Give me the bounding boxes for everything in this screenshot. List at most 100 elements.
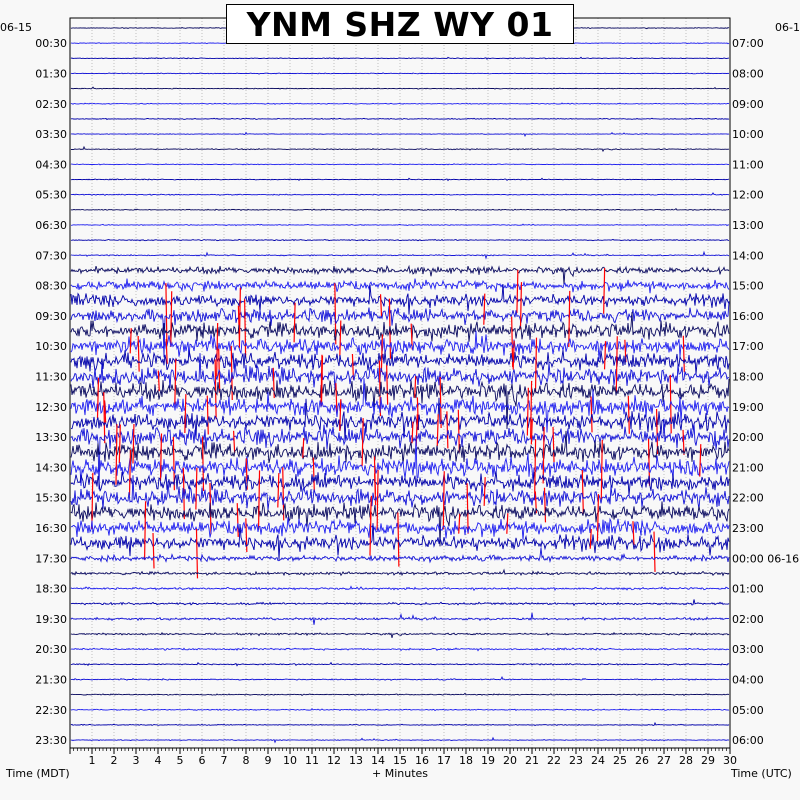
seismic-trace <box>70 278 730 294</box>
clipped-spike <box>312 457 315 492</box>
left-time-label: 11:30 <box>35 370 67 383</box>
clipped-spike <box>506 513 509 534</box>
seismic-trace <box>70 707 730 712</box>
seismic-trace <box>70 631 730 639</box>
left-axis-label: Time (MDT) <box>5 767 70 780</box>
seismic-trace <box>70 378 730 430</box>
chart-title: YNM SHZ WY 01 <box>226 4 574 44</box>
corner-date-right: 06-1 <box>775 21 800 34</box>
x-tick-label: 10 <box>283 754 297 767</box>
seismic-trace <box>71 661 730 667</box>
right-time-label: 17:00 <box>732 340 764 353</box>
clipped-spike <box>152 532 155 569</box>
clipped-spike <box>530 418 533 445</box>
x-tick-label: 18 <box>459 754 473 767</box>
left-time-label: 20:30 <box>35 643 67 656</box>
clipped-spike <box>446 411 449 449</box>
seismic-trace <box>70 547 730 564</box>
seismic-trace <box>70 721 730 727</box>
right-time-label: 01:00 <box>732 583 764 596</box>
x-tick-label: 21 <box>525 754 539 767</box>
clipped-spike <box>233 430 236 453</box>
x-tick-label: 14 <box>371 754 385 767</box>
clipped-spike <box>457 409 460 453</box>
x-tick-label: 5 <box>177 754 184 767</box>
seismic-trace <box>70 330 730 359</box>
clipped-spike <box>195 467 198 510</box>
clipped-spike <box>533 439 537 500</box>
right-time-label: 03:00 <box>732 643 764 656</box>
clipped-spike <box>414 376 417 398</box>
right-time-label: 20:00 <box>732 431 764 444</box>
left-time-label: 22:30 <box>35 704 67 717</box>
clipped-spike <box>466 483 469 534</box>
clipped-spike <box>581 469 584 514</box>
right-time-label: 23:00 <box>732 522 764 535</box>
clipped-spike <box>245 518 248 553</box>
right-time-label: 04:00 <box>732 673 764 686</box>
clipped-spike <box>272 367 275 399</box>
seismic-trace <box>70 612 729 625</box>
seismic-trace <box>70 250 730 260</box>
right-time-label: 19:00 <box>732 401 764 414</box>
right-time-label: 15:00 <box>732 280 764 293</box>
left-time-label: 08:30 <box>35 280 67 293</box>
clipped-spike <box>361 418 364 466</box>
seismic-trace <box>70 223 730 227</box>
clipped-spike <box>206 395 209 435</box>
x-tick-label: 13 <box>349 754 363 767</box>
clipped-spike <box>103 392 106 444</box>
clipped-spike <box>91 472 94 529</box>
x-tick-label: 20 <box>503 754 517 767</box>
seismic-trace <box>70 501 730 547</box>
left-time-label: 01:30 <box>35 67 67 80</box>
right-time-label: 07:00 <box>732 37 764 50</box>
x-tick-label: 27 <box>657 754 671 767</box>
seismic-trace <box>70 676 730 681</box>
clipped-spike <box>627 395 630 434</box>
clipped-spike <box>568 290 571 348</box>
left-time-label: 17:30 <box>35 552 67 565</box>
seismic-trace <box>70 736 730 744</box>
x-tick-label: 4 <box>155 754 162 767</box>
left-time-label: 18:30 <box>35 583 67 596</box>
right-time-label: 02:00 <box>732 613 764 626</box>
clipped-spike <box>238 287 241 349</box>
seismic-trace <box>70 264 730 285</box>
left-time-label: 13:30 <box>35 431 67 444</box>
clipped-spike <box>104 400 107 423</box>
clipped-spike <box>184 394 187 434</box>
clipped-spike <box>519 282 523 330</box>
seismic-trace <box>71 131 730 137</box>
clipped-spike <box>170 291 173 347</box>
clipped-spike <box>118 424 121 464</box>
right-time-label: 22:00 <box>732 492 764 505</box>
clipped-spike <box>277 473 280 508</box>
x-tick-label: 12 <box>327 754 341 767</box>
x-tick-label: 11 <box>305 754 319 767</box>
clipped-spike <box>96 377 100 419</box>
seismic-trace <box>70 350 730 375</box>
clipped-spike <box>589 528 592 549</box>
clipped-spike <box>596 494 600 542</box>
clipped-spike <box>439 377 442 428</box>
x-tick-label: 29 <box>701 754 715 767</box>
clipped-spike <box>458 513 461 534</box>
right-time-label: 16:00 <box>732 310 764 323</box>
seismic-trace <box>70 517 730 540</box>
clipped-spike <box>369 511 372 556</box>
clipped-spike <box>615 336 618 393</box>
right-time-label: 14:00 <box>732 249 764 262</box>
x-tick-label: 19 <box>481 754 495 767</box>
clipped-spike <box>600 439 603 500</box>
x-tick-label: 26 <box>635 754 649 767</box>
x-tick-label: 2 <box>111 754 118 767</box>
seismic-trace <box>70 475 730 511</box>
clipped-spike <box>699 444 702 477</box>
seismic-trace <box>70 86 730 90</box>
x-tick-label: 8 <box>243 754 250 767</box>
left-time-label: 02:30 <box>35 98 67 111</box>
clipped-spike <box>334 283 337 345</box>
clipped-spike <box>442 471 445 530</box>
seismic-trace <box>70 238 730 242</box>
